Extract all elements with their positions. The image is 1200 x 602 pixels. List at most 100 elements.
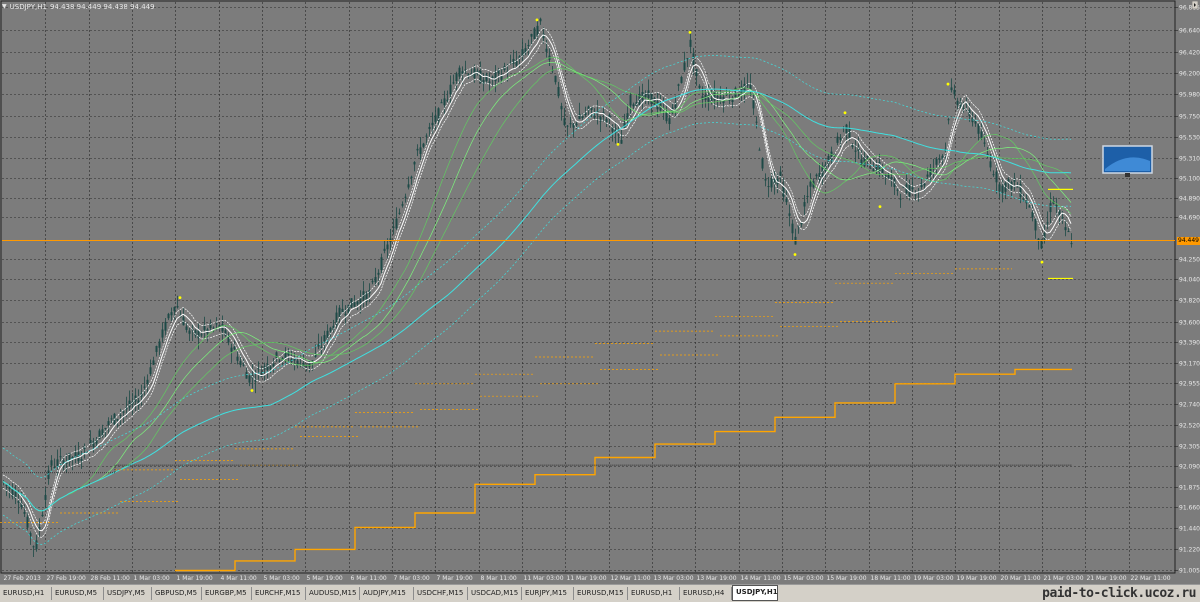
- time-label: 21 Mar 19:00: [1087, 575, 1127, 582]
- pivot-lower: [0, 321, 897, 523]
- tab-audusd-m15[interactable]: AUDUSD,M15: [306, 587, 360, 600]
- triangle-down-icon[interactable]: ▼: [2, 3, 7, 10]
- candle-body: [761, 158, 764, 169]
- candle-body: [74, 452, 77, 458]
- time-label: 21 Mar 03:00: [1044, 575, 1084, 582]
- candle-body: [440, 102, 443, 104]
- candle-body: [233, 346, 236, 350]
- candle-body: [455, 73, 458, 81]
- tab-audjpy-m15[interactable]: AUDJPY,M15: [360, 587, 414, 600]
- time-label: 15 Mar 03:00: [784, 575, 824, 582]
- candle-body: [902, 186, 905, 188]
- candle-body: [998, 184, 1001, 192]
- fractal-marker: [946, 82, 950, 86]
- candle-body: [341, 308, 344, 313]
- candle-body: [203, 325, 206, 330]
- candle-body: [125, 407, 128, 410]
- candle-body: [248, 375, 251, 383]
- tab-eurjpy-m15[interactable]: EURJPY,M15: [522, 587, 574, 600]
- tab-eurusd-h1[interactable]: EURUSD,H1: [0, 587, 52, 600]
- tab-usdcad-m15[interactable]: USDCAD,M15: [468, 587, 522, 600]
- tab-eurchf-m15[interactable]: EURCHF,M15: [252, 587, 306, 600]
- candle-body: [899, 198, 902, 200]
- candle-body: [872, 168, 875, 172]
- time-label: 12 Mar 11:00: [611, 575, 651, 582]
- candle-body: [707, 93, 710, 102]
- candle-body: [338, 307, 341, 318]
- tab-eurgbp-m5[interactable]: EURGBP,M5: [202, 587, 252, 600]
- candle-body: [71, 456, 74, 459]
- candle-body: [698, 85, 701, 88]
- candle-body: [359, 298, 362, 306]
- envelope-upper: [2, 27, 1072, 525]
- candle-body: [92, 441, 95, 448]
- candle-body: [515, 60, 518, 66]
- candle-body: [530, 34, 533, 37]
- candle-body: [410, 176, 413, 178]
- candle-body: [62, 460, 65, 468]
- candle-body: [929, 168, 932, 178]
- candle-body: [770, 178, 773, 188]
- scroll-right-icon[interactable]: [1192, 1, 1198, 9]
- tab-usdchf-m15[interactable]: USDCHF,M15: [414, 587, 468, 600]
- candle-body: [122, 411, 125, 413]
- ma-cyan: [2, 88, 1072, 512]
- candle-body: [896, 189, 899, 191]
- candle-body: [686, 58, 689, 60]
- candle-body: [383, 248, 386, 251]
- tab-eurusd-h4[interactable]: EURUSD,H4: [680, 587, 732, 600]
- candle-body: [413, 161, 416, 165]
- ma-green: [2, 57, 1072, 512]
- candle-body: [1043, 233, 1046, 240]
- tab-gbpusd-m5[interactable]: GBPUSD,M5: [152, 587, 202, 600]
- candle-body: [245, 372, 248, 379]
- candle-body: [212, 327, 215, 329]
- candle-body: [416, 148, 419, 151]
- candle-body: [311, 360, 314, 362]
- candle-body: [773, 178, 776, 184]
- candle-body: [443, 98, 446, 106]
- candle-body: [950, 87, 953, 91]
- candle-body: [275, 352, 278, 358]
- time-label: 13 Mar 19:00: [697, 575, 737, 582]
- candle-body: [437, 108, 440, 122]
- tab-usdjpy-m5[interactable]: USDJPY,M5: [104, 587, 152, 600]
- fractal-marker: [688, 30, 692, 34]
- candle-body: [344, 313, 347, 316]
- candle-body: [314, 353, 317, 357]
- candle-body: [995, 171, 998, 183]
- price-label: 91.440: [1179, 526, 1200, 533]
- candle-body: [551, 70, 554, 72]
- candle-body: [119, 414, 122, 416]
- candle-body: [743, 83, 746, 94]
- candle-body: [845, 124, 848, 134]
- price-label: 93.390: [1179, 340, 1200, 347]
- tab-usdjpy-h1[interactable]: USDJPY,H1: [732, 585, 778, 601]
- candle-body: [422, 143, 425, 147]
- candle-body: [254, 379, 257, 382]
- candle-body: [569, 123, 572, 125]
- tab-eurusd-m5[interactable]: EURUSD,M5: [52, 587, 104, 600]
- candle-body: [803, 202, 806, 207]
- candle-body: [353, 302, 356, 307]
- candle-body: [524, 48, 527, 54]
- tab-eurusd-h1[interactable]: EURUSD,H1: [628, 587, 680, 600]
- price-label: 94.890: [1179, 196, 1200, 203]
- candle-body: [449, 84, 452, 95]
- candle-body: [368, 289, 371, 294]
- candle-body: [1004, 182, 1007, 192]
- price-chart[interactable]: 27 Feb 2013 27 Feb 19:00 28 Feb 11:00 1 Mar…: [0, 0, 1200, 583]
- fractal-marker: [1040, 260, 1044, 264]
- candle-body: [434, 115, 437, 122]
- candle-body: [911, 187, 914, 190]
- candle-body: [1046, 222, 1049, 224]
- candle-body: [941, 155, 944, 160]
- candle-body: [908, 184, 911, 197]
- tab-eurusd-m15[interactable]: EURUSD,M15: [574, 587, 628, 600]
- candle-body: [833, 153, 836, 157]
- candle-body: [134, 395, 137, 402]
- candle-body: [1019, 184, 1022, 197]
- time-label: 5 Mar 19:00: [307, 575, 343, 582]
- time-label: 15 Mar 19:00: [827, 575, 867, 582]
- candle-body: [668, 118, 671, 125]
